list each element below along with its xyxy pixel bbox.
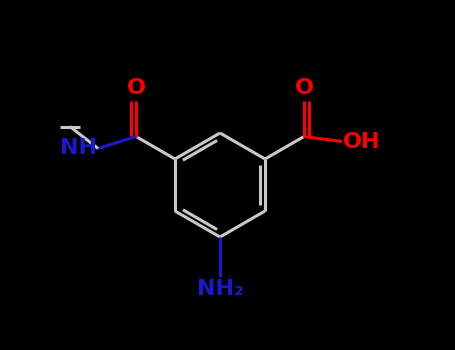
Text: NH: NH [60, 139, 97, 159]
Text: O: O [126, 78, 146, 98]
Text: OH: OH [343, 132, 380, 152]
Text: NH₂: NH₂ [197, 279, 243, 299]
Text: O: O [294, 78, 313, 98]
